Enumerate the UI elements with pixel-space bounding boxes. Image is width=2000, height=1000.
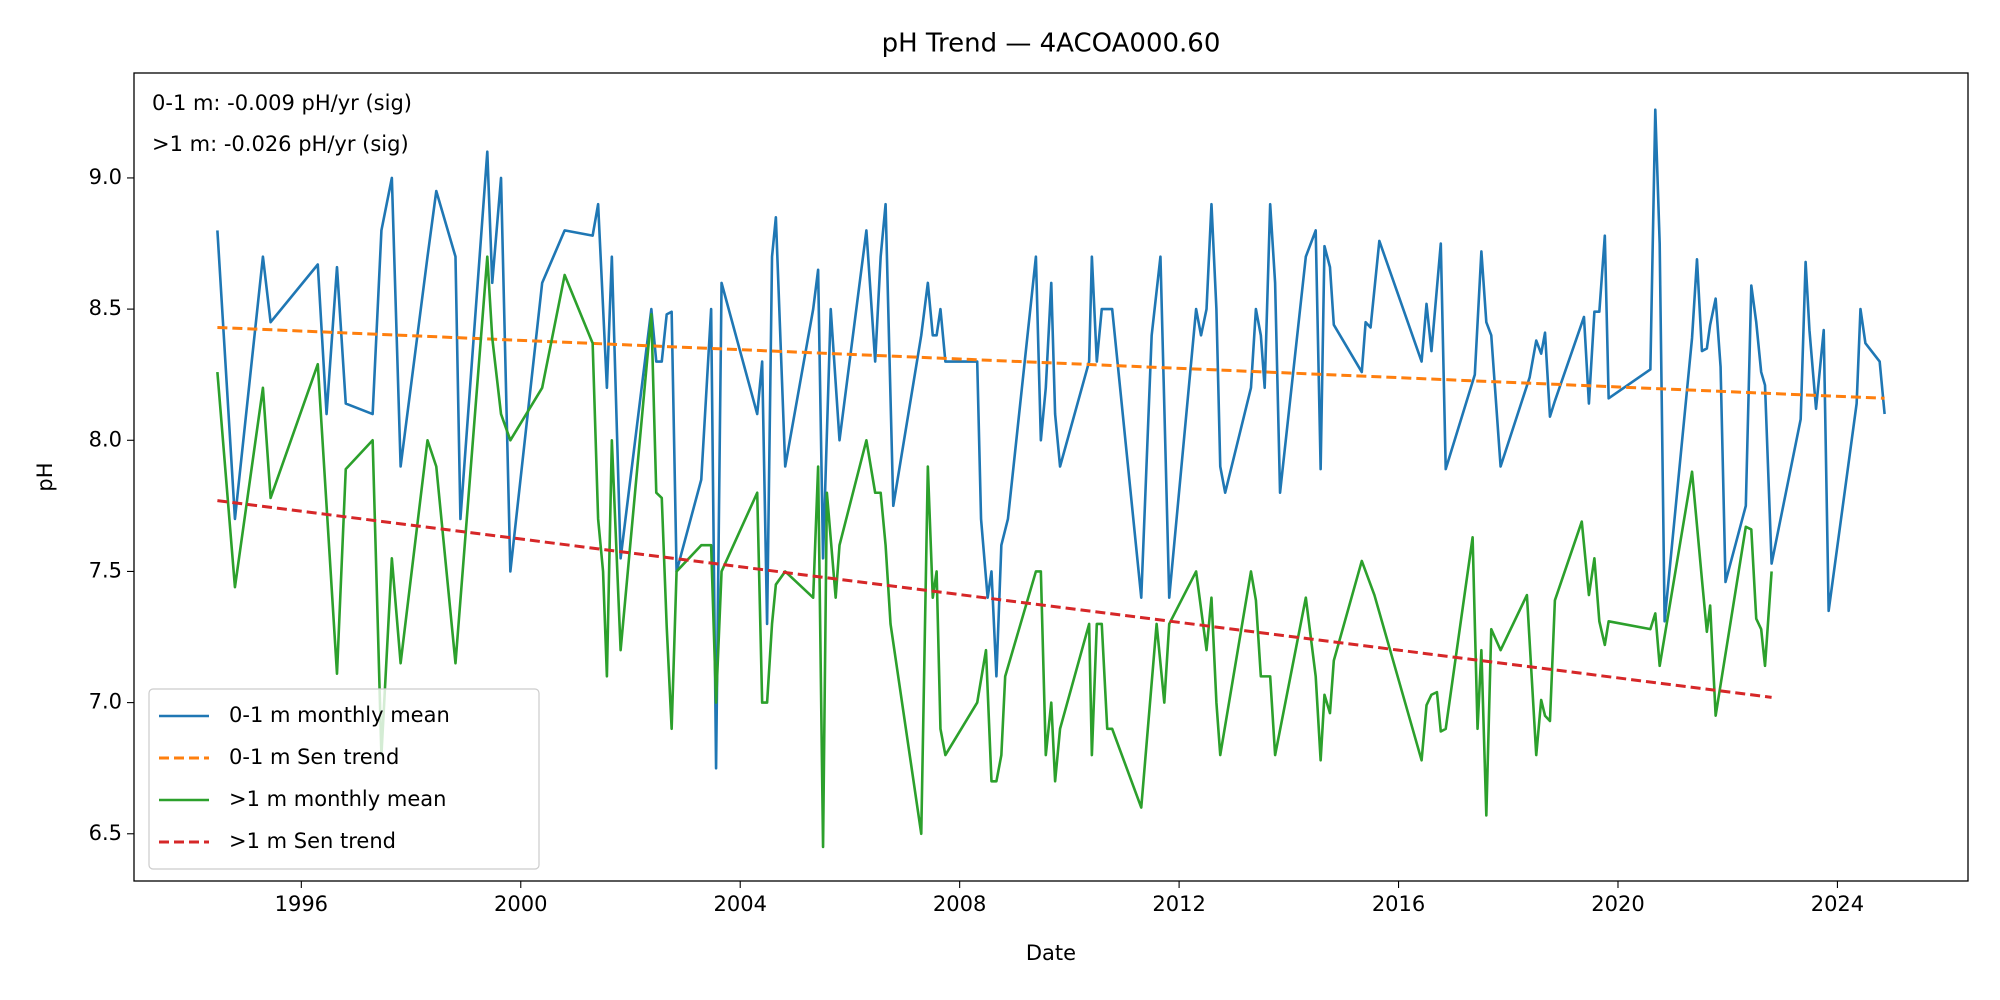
- y-tick-label: 7.0: [89, 690, 122, 714]
- x-tick-label: 2020: [1591, 892, 1644, 916]
- annotation: 0-1 m: -0.009 pH/yr (sig): [152, 91, 412, 115]
- x-tick-label: 2008: [933, 892, 986, 916]
- plot-frame: [133, 72, 1969, 882]
- chart-title: pH Trend — 4ACOA000.60: [882, 29, 1221, 59]
- series-line: [216, 255, 1773, 849]
- legend-label: 0-1 m monthly mean: [229, 703, 450, 727]
- x-tick-label: 2024: [1811, 892, 1864, 916]
- y-axis-label: pH: [33, 462, 57, 491]
- x-tick-label: 1996: [275, 892, 328, 916]
- legend-label: >1 m monthly mean: [229, 787, 446, 811]
- y-tick-label: 9.0: [89, 165, 122, 189]
- series-line: [217, 325, 1885, 400]
- x-axis-label: Date: [1026, 941, 1076, 965]
- x-tick-label: 2004: [713, 892, 766, 916]
- legend-label: 0-1 m Sen trend: [229, 745, 399, 769]
- series-line: [216, 108, 1886, 770]
- y-tick-label: 6.5: [89, 821, 122, 845]
- y-tick-label: 7.5: [89, 558, 122, 582]
- y-tick-label: 8.0: [89, 427, 122, 451]
- y-tick-label: 8.5: [89, 296, 122, 320]
- legend-box: [148, 688, 540, 870]
- legend-label: >1 m Sen trend: [229, 829, 396, 853]
- x-tick-label: 2012: [1152, 892, 1205, 916]
- x-tick-label: 2016: [1372, 892, 1425, 916]
- series-line: [217, 499, 1772, 699]
- annotation: >1 m: -0.026 pH/yr (sig): [152, 132, 409, 156]
- x-tick-label: 2000: [494, 892, 547, 916]
